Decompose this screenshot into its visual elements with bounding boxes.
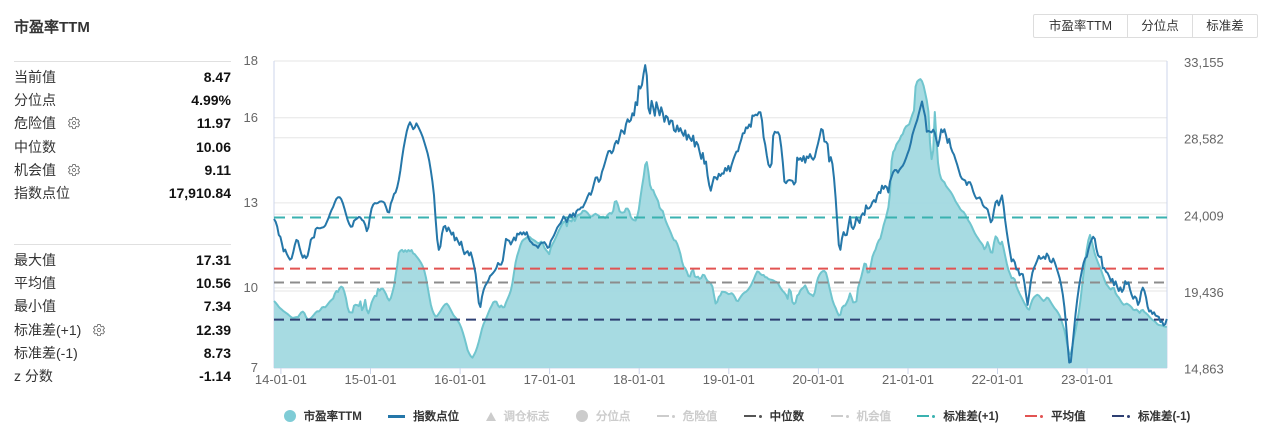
svg-text:21-01-01: 21-01-01 [882,372,934,387]
svg-text:16-01-01: 16-01-01 [434,372,486,387]
svg-text:17-01-01: 17-01-01 [524,372,576,387]
svg-text:23-01-01: 23-01-01 [1061,372,1113,387]
svg-text:22-01-01: 22-01-01 [971,372,1023,387]
svg-text:7: 7 [251,360,258,375]
svg-text:20-01-01: 20-01-01 [792,372,844,387]
svg-text:24,009: 24,009 [1184,208,1224,223]
svg-text:18-01-01: 18-01-01 [613,372,665,387]
svg-text:19,436: 19,436 [1184,285,1224,300]
svg-text:15-01-01: 15-01-01 [344,372,396,387]
svg-text:16: 16 [244,110,258,125]
svg-text:14-01-01: 14-01-01 [255,372,307,387]
svg-text:19-01-01: 19-01-01 [703,372,755,387]
svg-text:28,582: 28,582 [1184,132,1224,147]
svg-text:18: 18 [244,53,258,68]
svg-text:10: 10 [244,280,258,295]
svg-text:14,863: 14,863 [1184,362,1224,377]
svg-text:33,155: 33,155 [1184,55,1224,70]
svg-text:13: 13 [244,195,258,210]
